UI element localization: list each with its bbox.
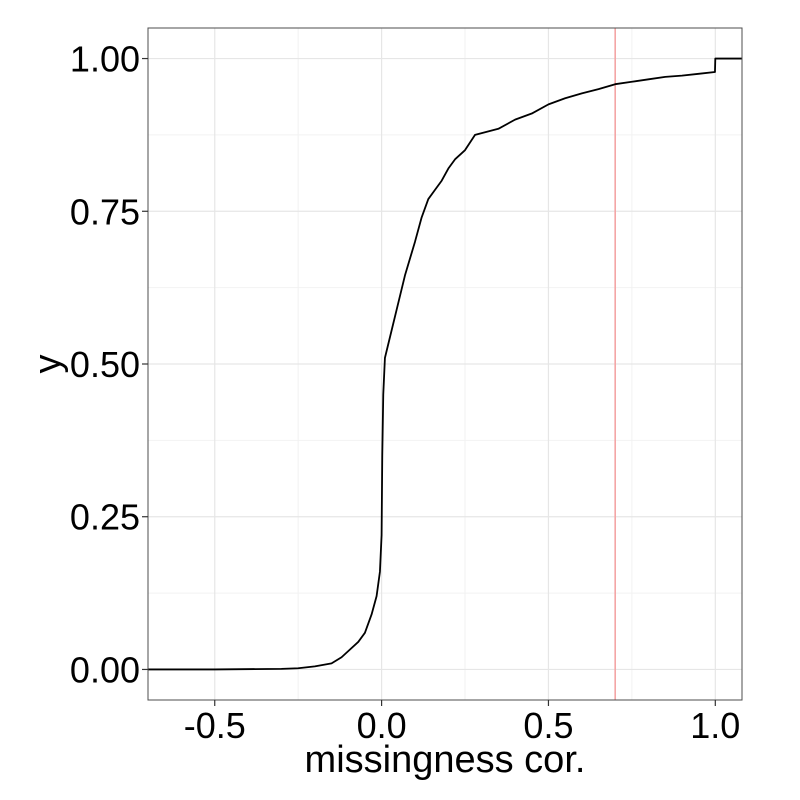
y-axis-ticks: 0.00 0.25 0.50 0.75 1.00 xyxy=(70,39,148,690)
x-tick-label: -0.5 xyxy=(184,705,246,746)
y-tick-label: 0.50 xyxy=(70,344,140,385)
y-axis-title: y xyxy=(27,355,69,374)
y-tick-label: 0.75 xyxy=(70,191,140,232)
y-tick-label: 1.00 xyxy=(70,39,140,80)
x-tick-label: 1.0 xyxy=(690,705,740,746)
y-tick-label: 0.25 xyxy=(70,497,140,538)
x-axis-ticks: -0.5 0.0 0.5 1.0 xyxy=(184,700,740,746)
y-tick-label: 0.00 xyxy=(70,649,140,690)
x-tick-label: 0.5 xyxy=(523,705,573,746)
x-tick-label: 0.0 xyxy=(357,705,407,746)
x-axis-title: missingness cor. xyxy=(305,739,586,781)
cdf-line xyxy=(148,57,742,671)
series-layer xyxy=(148,57,742,671)
major-gridlines xyxy=(148,28,742,700)
